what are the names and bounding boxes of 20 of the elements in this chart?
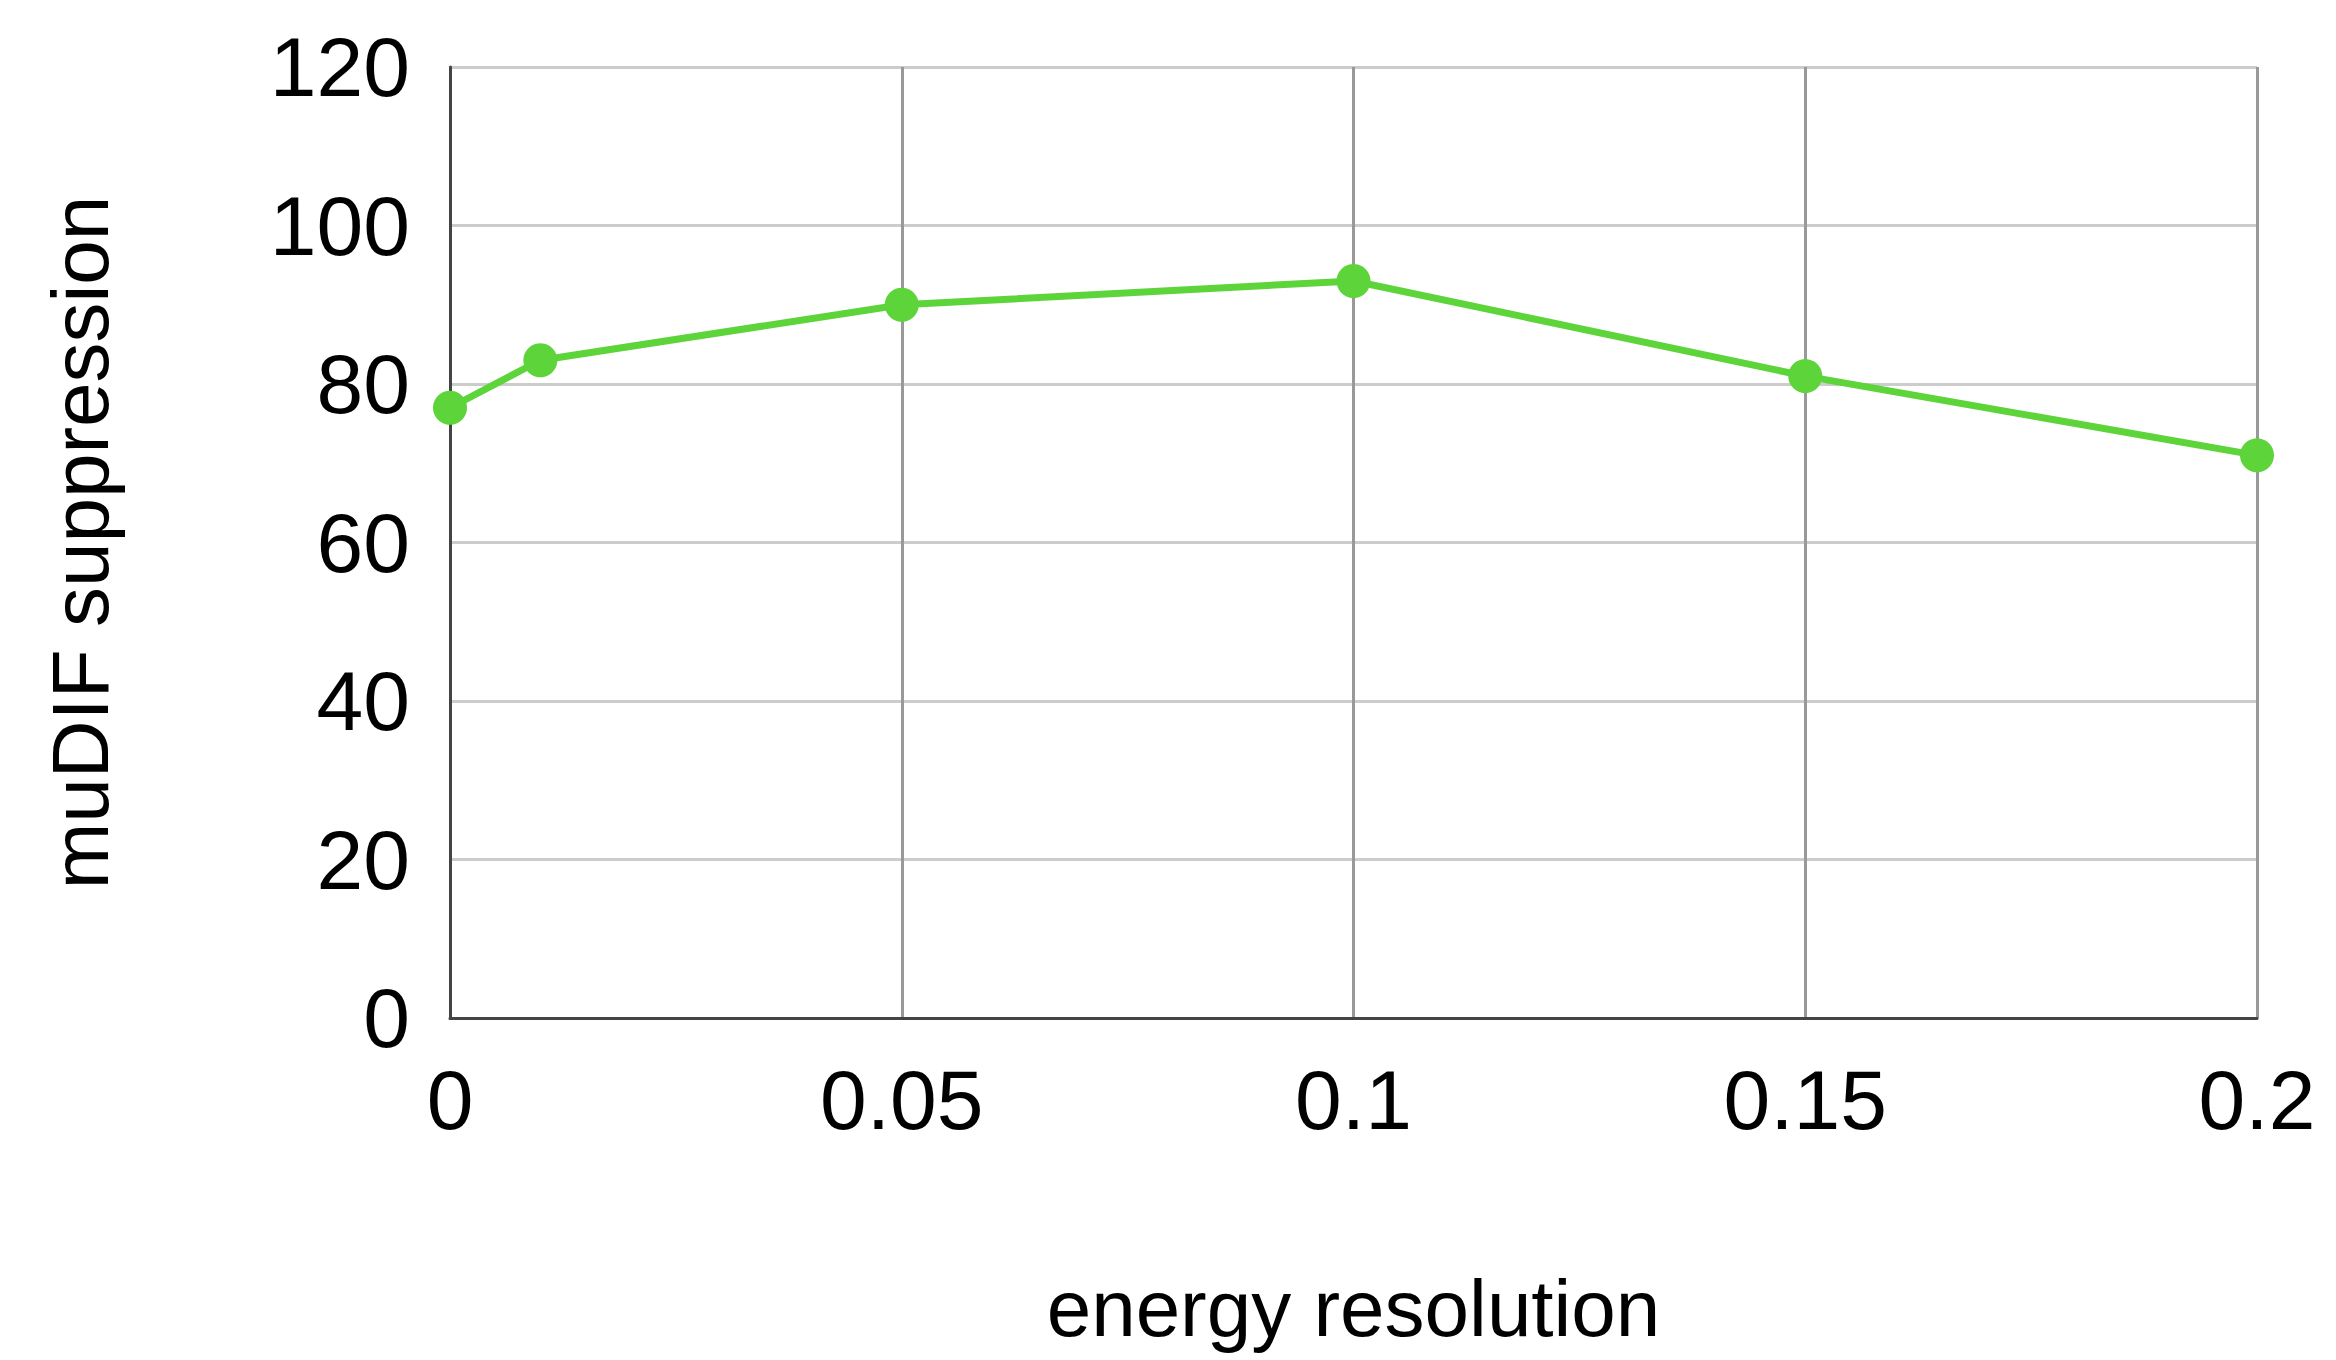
y-tick-label: 60 <box>316 495 410 590</box>
point <box>884 287 919 322</box>
point <box>1336 263 1371 298</box>
point <box>1788 359 1823 394</box>
point <box>433 390 467 425</box>
x-tick-label: 0.2 <box>2198 1053 2316 1147</box>
y-axis-title: muDIF suppression <box>35 195 125 890</box>
point <box>523 343 558 378</box>
x-tick-label: 0.05 <box>820 1053 984 1147</box>
point <box>2240 438 2274 473</box>
y-tick-label: 20 <box>316 812 410 907</box>
y-tick-label: 100 <box>269 178 410 273</box>
x-axis-title: energy resolution <box>1046 1263 1661 1353</box>
y-tick-label: 40 <box>316 654 410 748</box>
y-tick-label: 80 <box>316 337 410 431</box>
x-tick-label: 0.15 <box>1723 1053 1887 1147</box>
x-tick-label: 0 <box>426 1053 474 1147</box>
y-tick-label: 0 <box>363 971 410 1065</box>
y-tick-label: 120 <box>269 20 410 114</box>
x-tick-label: 0.1 <box>1295 1053 1412 1147</box>
